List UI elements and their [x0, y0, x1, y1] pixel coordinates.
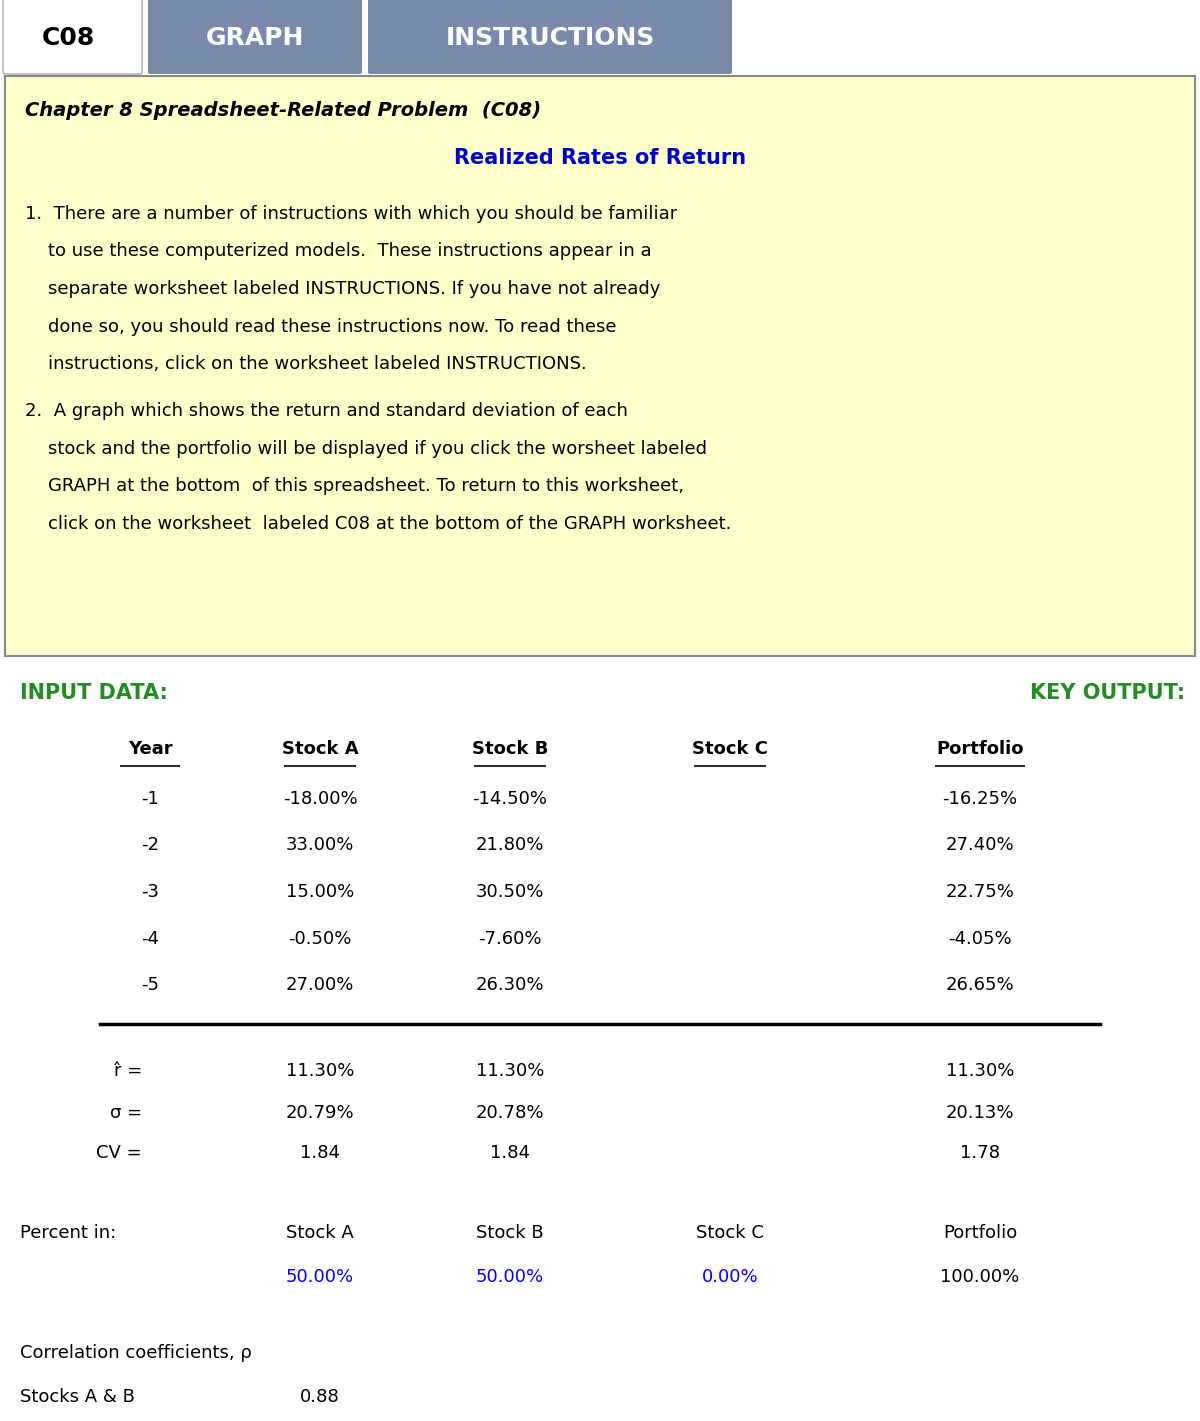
Text: 50.00%: 50.00%: [476, 1269, 544, 1286]
Text: 15.00%: 15.00%: [286, 882, 354, 901]
Text: 1.  There are a number of instructions with which you should be familiar: 1. There are a number of instructions wi…: [25, 205, 677, 223]
Text: 11.30%: 11.30%: [476, 1063, 544, 1080]
Text: -7.60%: -7.60%: [479, 929, 541, 948]
Text: 11.30%: 11.30%: [946, 1063, 1014, 1080]
Text: Stock A: Stock A: [282, 740, 359, 757]
Text: 100.00%: 100.00%: [941, 1269, 1020, 1286]
Text: 26.30%: 26.30%: [475, 976, 545, 995]
Text: CV =: CV =: [96, 1144, 142, 1162]
Text: 20.13%: 20.13%: [946, 1104, 1014, 1121]
FancyBboxPatch shape: [368, 0, 732, 74]
Text: 1.84: 1.84: [300, 1144, 340, 1162]
Text: 0.00%: 0.00%: [702, 1269, 758, 1286]
FancyBboxPatch shape: [148, 0, 362, 74]
Text: INSTRUCTIONS: INSTRUCTIONS: [445, 26, 655, 50]
Text: instructions, click on the worksheet labeled INSTRUCTIONS.: instructions, click on the worksheet lab…: [25, 355, 587, 372]
FancyBboxPatch shape: [4, 0, 142, 74]
Text: Stock B: Stock B: [472, 740, 548, 757]
Text: -2: -2: [142, 837, 158, 854]
Text: Percent in:: Percent in:: [20, 1225, 116, 1242]
Text: 22.75%: 22.75%: [946, 882, 1014, 901]
Text: Year: Year: [127, 740, 173, 757]
Text: 30.50%: 30.50%: [476, 882, 544, 901]
Text: 50.00%: 50.00%: [286, 1269, 354, 1286]
Text: -4: -4: [142, 929, 158, 948]
Text: 27.40%: 27.40%: [946, 837, 1014, 854]
Text: 20.79%: 20.79%: [286, 1104, 354, 1121]
Text: -3: -3: [142, 882, 158, 901]
Text: Stock A: Stock A: [286, 1225, 354, 1242]
Text: GRAPH at the bottom  of this spreadsheet. To return to this worksheet,: GRAPH at the bottom of this spreadsheet.…: [25, 477, 684, 496]
Text: click on the worksheet  labeled C08 at the bottom of the GRAPH worksheet.: click on the worksheet labeled C08 at th…: [25, 514, 731, 533]
Text: Stocks A & B: Stocks A & B: [20, 1387, 134, 1405]
Text: -4.05%: -4.05%: [948, 929, 1012, 948]
Text: -18.00%: -18.00%: [283, 790, 358, 809]
Text: σ =: σ =: [110, 1104, 142, 1121]
Text: GRAPH: GRAPH: [206, 26, 304, 50]
Text: Realized Rates of Return: Realized Rates of Return: [454, 148, 746, 168]
Text: -1: -1: [142, 790, 158, 809]
Text: 0.88: 0.88: [300, 1387, 340, 1405]
Text: -5: -5: [142, 976, 158, 995]
Text: Portfolio: Portfolio: [943, 1225, 1018, 1242]
Text: 1.78: 1.78: [960, 1144, 1000, 1162]
Text: 27.00%: 27.00%: [286, 976, 354, 995]
Text: KEY OUTPUT:: KEY OUTPUT:: [1030, 684, 1186, 703]
Text: -14.50%: -14.50%: [473, 790, 547, 809]
Text: stock and the portfolio will be displayed if you click the worsheet labeled: stock and the portfolio will be displaye…: [25, 441, 707, 458]
Text: INPUT DATA:: INPUT DATA:: [20, 684, 168, 703]
Text: Stock B: Stock B: [476, 1225, 544, 1242]
Text: -16.25%: -16.25%: [942, 790, 1018, 809]
Text: Stock C: Stock C: [692, 740, 768, 757]
Text: 26.65%: 26.65%: [946, 976, 1014, 995]
Text: 33.00%: 33.00%: [286, 837, 354, 854]
Text: 20.78%: 20.78%: [475, 1104, 545, 1121]
Text: 21.80%: 21.80%: [476, 837, 544, 854]
Text: -0.50%: -0.50%: [288, 929, 352, 948]
Text: Stock C: Stock C: [696, 1225, 764, 1242]
Text: Portfolio: Portfolio: [936, 740, 1024, 757]
Text: Correlation coefficients, ρ: Correlation coefficients, ρ: [20, 1343, 252, 1361]
Text: C08: C08: [41, 26, 95, 50]
FancyBboxPatch shape: [5, 75, 1195, 657]
Text: 1.84: 1.84: [490, 1144, 530, 1162]
Text: done so, you should read these instructions now. To read these: done so, you should read these instructi…: [25, 317, 617, 335]
Text: separate worksheet labeled INSTRUCTIONS. If you have not already: separate worksheet labeled INSTRUCTIONS.…: [25, 280, 660, 298]
Text: to use these computerized models.  These instructions appear in a: to use these computerized models. These …: [25, 243, 652, 260]
Text: r̂ =: r̂ =: [114, 1063, 142, 1080]
Text: 11.30%: 11.30%: [286, 1063, 354, 1080]
Text: 2.  A graph which shows the return and standard deviation of each: 2. A graph which shows the return and st…: [25, 402, 628, 421]
Text: Chapter 8 Spreadsheet-Related Problem  (C08): Chapter 8 Spreadsheet-Related Problem (C…: [25, 101, 541, 121]
